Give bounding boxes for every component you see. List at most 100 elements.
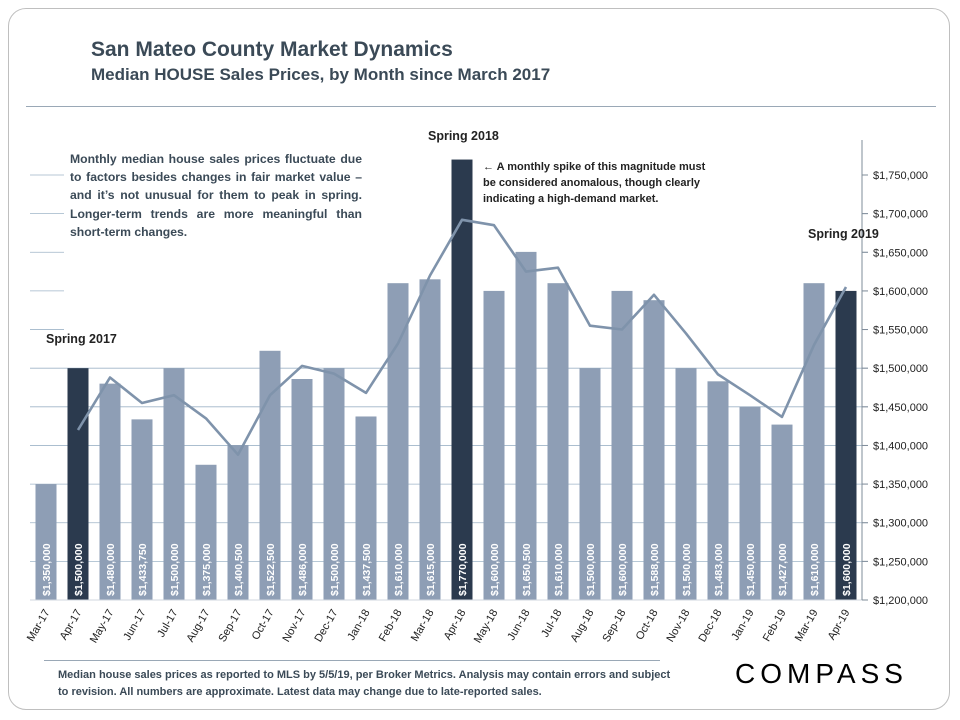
- bar-apr-19: [835, 290, 857, 600]
- bar-mar-18: [419, 279, 441, 600]
- x-tick-label: May-18: [472, 608, 501, 646]
- x-tick-label: Nov-18: [664, 608, 692, 645]
- y-tick-label: $1,350,000: [873, 479, 928, 491]
- bar-nov-18: [675, 368, 697, 600]
- bar-value-label: $1,650,500: [521, 543, 533, 596]
- x-tick-label: Feb-19: [761, 608, 789, 644]
- trend-line: [76, 218, 848, 457]
- bar-may-18: [483, 290, 505, 600]
- y-tick-label: $1,650,000: [873, 247, 928, 259]
- chart-title: San Mateo County Market Dynamics: [91, 38, 453, 61]
- y-tick-label: $1,550,000: [873, 325, 928, 337]
- x-tick-label: Oct-17: [250, 608, 277, 643]
- bar-value-label: $1,600,000: [617, 543, 629, 596]
- bar-mar-17: [35, 484, 57, 600]
- bar-value-label: $1,375,000: [201, 543, 213, 596]
- y-tick-label: $1,450,000: [873, 402, 928, 414]
- bar-value-label: $1,610,000: [553, 543, 565, 596]
- spike-annotation: ← A monthly spike of this magnitude must…: [483, 161, 706, 205]
- chart-subtitle: Median HOUSE Sales Prices, by Month sinc…: [91, 65, 551, 84]
- footnote: Median house sales prices as reported to…: [58, 669, 671, 698]
- y-tick-label: $1,500,000: [873, 363, 928, 375]
- x-tick-label: Jul-17: [155, 608, 180, 640]
- x-tick-label: Mar-19: [793, 608, 821, 644]
- y-tick-label: $1,300,000: [873, 518, 928, 530]
- x-tick-label: Apr-18: [442, 608, 469, 643]
- bar-value-label: $1,600,000: [841, 543, 853, 596]
- bar-value-label: $1,615,000: [425, 543, 437, 596]
- x-tick-label: Jan-18: [345, 608, 372, 643]
- bar-jul-17: [163, 368, 185, 600]
- bar-value-label: $1,522,500: [265, 543, 277, 596]
- bar-aug-17: [195, 464, 217, 600]
- bar-value-label: $1,610,000: [393, 543, 405, 596]
- x-tick-label: Apr-19: [826, 608, 853, 643]
- y-tick-label: $1,200,000: [873, 595, 928, 607]
- bar-value-label: $1,483,000: [713, 543, 725, 596]
- bar-nov-17: [291, 379, 313, 600]
- bar-dec-18: [707, 381, 729, 600]
- bar-sep-17: [227, 445, 249, 600]
- bar-value-label: $1,433,750: [137, 543, 149, 596]
- x-tick-label: Jun-18: [505, 608, 532, 643]
- x-tick-label: Dec-17: [312, 608, 340, 645]
- x-tick-label: Mar-17: [25, 608, 53, 644]
- y-tick-label: $1,400,000: [873, 440, 928, 452]
- bar-may-17: [99, 383, 121, 600]
- footnote-divider: [44, 660, 660, 661]
- bar-feb-18: [387, 283, 409, 600]
- annotation-spring-2019: Spring 2019: [808, 227, 879, 241]
- bar-value-label: $1,600,000: [489, 543, 501, 596]
- x-tick-label: Sep-18: [600, 608, 628, 645]
- x-tick-label: Aug-17: [184, 608, 212, 645]
- bar-value-label: $1,500,000: [681, 543, 693, 596]
- bar-mar-19: [803, 283, 825, 600]
- bar-value-label: $1,350,000: [41, 543, 53, 596]
- bar-value-label: $1,500,000: [169, 543, 181, 596]
- x-tick-label: Feb-18: [377, 608, 405, 644]
- bar-value-label: $1,400,500: [233, 543, 245, 596]
- bar-value-label: $1,770,000: [457, 543, 469, 596]
- bar-value-label: $1,450,000: [745, 543, 757, 596]
- y-tick-label: $1,750,000: [873, 170, 928, 182]
- x-tick-label: Aug-18: [568, 608, 596, 645]
- x-tick-label: Jul-18: [539, 608, 564, 640]
- bar-apr-17: [67, 368, 89, 600]
- bar-value-label: $1,610,000: [809, 543, 821, 596]
- bar-value-label: $1,500,000: [73, 543, 85, 596]
- x-tick-label: Jan-19: [729, 608, 756, 643]
- bar-oct-17: [259, 350, 281, 600]
- bar-value-label: $1,427,000: [777, 543, 789, 596]
- x-tick-label: Sep-17: [216, 608, 244, 645]
- x-tick-label: Jun-17: [121, 608, 148, 643]
- x-tick-label: Oct-18: [634, 608, 661, 643]
- bar-feb-19: [771, 424, 793, 600]
- bar-value-label: $1,437,500: [361, 543, 373, 596]
- bar-aug-18: [579, 368, 601, 600]
- x-tick-label: Apr-17: [58, 608, 85, 643]
- bar-value-label: $1,486,000: [297, 543, 309, 596]
- bar-value-label: $1,500,000: [329, 543, 341, 596]
- x-tick-label: Nov-17: [280, 608, 308, 645]
- bar-dec-17: [323, 368, 345, 600]
- bar-apr-18: [451, 159, 473, 600]
- bar-value-label: $1,588,000: [649, 543, 661, 596]
- bar-value-label: $1,480,000: [105, 543, 117, 596]
- bar-oct-18: [643, 300, 665, 600]
- compass-logo: COMPASS: [735, 658, 908, 689]
- bar-jan-19: [739, 406, 761, 600]
- x-tick-label: Mar-18: [409, 608, 437, 644]
- x-tick-label: Dec-18: [696, 608, 724, 645]
- annotation-spring-2017: Spring 2017: [46, 332, 117, 346]
- bar-jun-17: [131, 419, 153, 600]
- bar-sep-18: [611, 290, 633, 600]
- header-divider: [26, 106, 936, 107]
- annotation-spring-2018: Spring 2018: [428, 129, 499, 143]
- y-tick-label: $1,600,000: [873, 286, 928, 298]
- explanatory-note: Monthly median house sales prices fluctu…: [70, 152, 362, 239]
- y-tick-label: $1,250,000: [873, 556, 928, 568]
- x-tick-label: May-17: [88, 608, 117, 646]
- bar-jan-18: [355, 416, 377, 600]
- bar-jul-18: [547, 283, 569, 600]
